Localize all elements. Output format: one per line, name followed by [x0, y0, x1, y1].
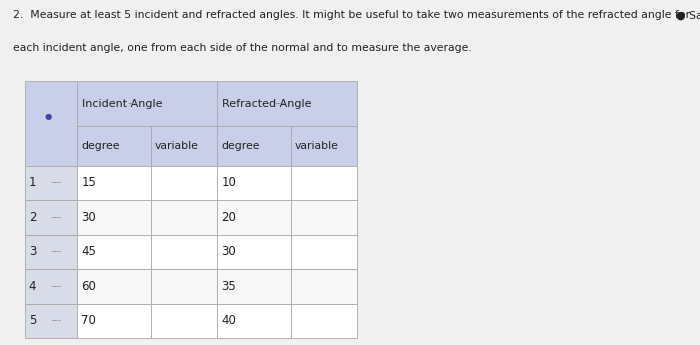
Text: 2: 2	[29, 211, 36, 224]
Text: 70: 70	[81, 314, 96, 327]
Bar	[150, 126, 217, 166]
Bar	[25, 269, 77, 304]
Bar	[290, 304, 357, 338]
Bar	[217, 269, 290, 304]
Text: ---: ---	[274, 99, 285, 108]
Text: 15: 15	[81, 176, 96, 189]
Bar	[290, 235, 357, 269]
Text: degree: degree	[81, 141, 120, 151]
Bar	[217, 304, 290, 338]
Text: 60: 60	[81, 280, 96, 293]
Text: degree: degree	[221, 141, 260, 151]
Bar	[150, 166, 217, 200]
Text: ---: ---	[52, 247, 62, 256]
Text: 3: 3	[29, 245, 36, 258]
Text: ---: ---	[52, 316, 62, 325]
Bar	[150, 235, 217, 269]
Bar	[77, 126, 150, 166]
Bar	[25, 200, 77, 235]
Text: ●: ●	[45, 112, 52, 121]
Text: 1: 1	[29, 176, 36, 189]
Bar	[77, 235, 150, 269]
Bar	[25, 304, 77, 338]
Text: variable: variable	[295, 141, 339, 151]
Bar	[290, 269, 357, 304]
Text: 30: 30	[81, 211, 96, 224]
Text: 5: 5	[29, 314, 36, 327]
Text: ● Saved: ● Saved	[676, 10, 700, 20]
Bar	[25, 81, 77, 166]
Bar	[150, 269, 217, 304]
Text: ---: ---	[52, 213, 62, 222]
Bar	[217, 200, 290, 235]
Text: 30: 30	[221, 245, 236, 258]
Text: 10: 10	[221, 176, 236, 189]
Bar	[217, 81, 357, 126]
Text: variable: variable	[155, 141, 199, 151]
Text: 35: 35	[221, 280, 236, 293]
Bar	[77, 81, 217, 126]
Text: each incident angle, one from each side of the normal and to measure the average: each incident angle, one from each side …	[13, 43, 471, 53]
Text: Incident Angle: Incident Angle	[82, 99, 162, 108]
Bar	[25, 235, 77, 269]
Bar	[77, 269, 150, 304]
Text: 4: 4	[29, 280, 36, 293]
Bar	[77, 166, 150, 200]
Bar	[150, 304, 217, 338]
Bar	[217, 166, 290, 200]
Bar	[77, 304, 150, 338]
Text: ---: ---	[52, 282, 62, 291]
Text: Refracted Angle: Refracted Angle	[222, 99, 312, 108]
Text: 2.  Measure at least 5 incident and refracted angles. It might be useful to take: 2. Measure at least 5 incident and refra…	[13, 10, 690, 20]
Bar	[217, 126, 290, 166]
Text: 45: 45	[81, 245, 96, 258]
Text: ---: ---	[127, 99, 138, 108]
Text: 20: 20	[221, 211, 236, 224]
Bar	[77, 200, 150, 235]
Bar	[290, 200, 357, 235]
Bar	[25, 166, 77, 200]
Text: 40: 40	[221, 314, 236, 327]
Bar	[217, 235, 290, 269]
Bar	[290, 126, 357, 166]
Text: ---: ---	[52, 178, 62, 187]
Bar	[150, 200, 217, 235]
Bar	[290, 166, 357, 200]
